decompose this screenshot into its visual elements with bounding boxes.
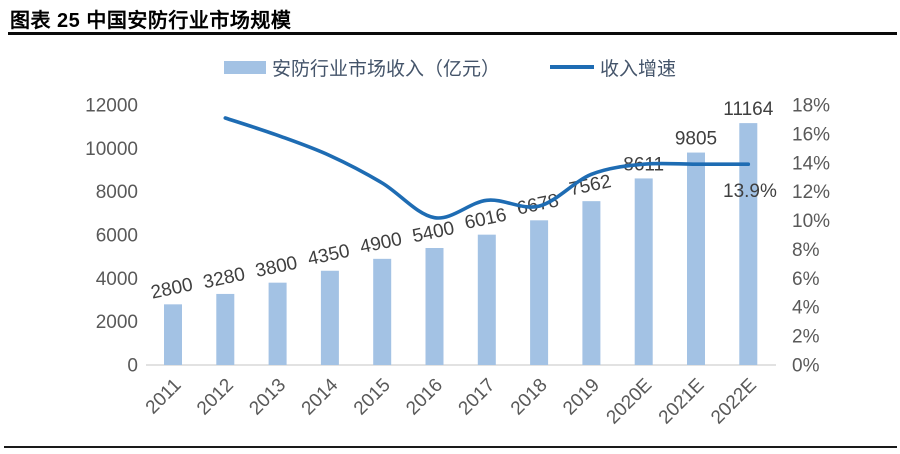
left-axis-tick-label: 2000 <box>96 312 138 333</box>
right-axis-tick-label: 4% <box>792 298 820 319</box>
bar-2014 <box>320 270 339 365</box>
figure-title: 图表 25 中国安防行业市场规模 <box>10 10 292 32</box>
x-axis-label: 2016 <box>402 375 447 420</box>
x-axis-label: 2015 <box>350 375 395 420</box>
bar-value-label: 4350 <box>306 241 352 270</box>
right-axis-tick-label: 12% <box>792 182 830 203</box>
bar-2016 <box>425 248 444 365</box>
right-axis-tick-label: 18% <box>792 96 830 117</box>
bar-2013 <box>268 282 287 365</box>
bar-value-label: 6016 <box>463 205 509 234</box>
legend-label-revenue: 安防行业市场收入（亿元） <box>271 58 500 80</box>
bar-2020E <box>634 178 653 365</box>
title-rule <box>8 32 897 35</box>
x-axis-label: 2022E <box>707 375 761 429</box>
right-axis-tick-label: 0% <box>792 356 820 377</box>
line-series-swatch <box>550 65 594 69</box>
bar-2018 <box>530 220 549 365</box>
left-axis-tick-label: 10000 <box>85 139 138 160</box>
left-axis-tick-label: 0 <box>127 356 138 377</box>
x-axis-label: 2021E <box>655 375 709 429</box>
x-axis-label: 2013 <box>245 375 290 420</box>
left-axis-tick-label: 8000 <box>96 182 138 203</box>
bar-2017 <box>477 234 496 365</box>
bar-value-label: 3800 <box>254 253 300 282</box>
left-axis-tick-label: 6000 <box>96 226 138 247</box>
bar-value-label: 4900 <box>358 229 404 258</box>
bar-value-label: 9805 <box>675 129 717 150</box>
growth-annotation: 13.9% <box>723 181 777 202</box>
bottom-rule <box>4 446 897 448</box>
bar-2019 <box>582 201 601 365</box>
chart-legend: 安防行业市场收入（亿元） 收入增速 <box>0 54 900 80</box>
bar-value-label: 3280 <box>201 264 247 293</box>
left-axis-tick-label: 4000 <box>96 269 138 290</box>
right-axis-tick-label: 16% <box>792 124 830 145</box>
left-axis-tick-label: 12000 <box>85 96 138 117</box>
right-axis-tick-label: 10% <box>792 211 830 232</box>
x-axis-label: 2011 <box>142 375 186 419</box>
bar-value-label: 5400 <box>410 218 456 247</box>
bar-2011 <box>164 304 182 365</box>
bar-2022E <box>739 123 758 365</box>
x-axis-label: 2012 <box>193 375 238 420</box>
bar-2021E <box>687 152 705 365</box>
x-axis-label: 2020E <box>603 375 657 429</box>
x-axis-label: 2017 <box>455 375 500 420</box>
growth-rate-line <box>223 116 751 220</box>
x-axis-label: 2014 <box>298 374 343 419</box>
right-axis-tick-label: 8% <box>792 240 820 261</box>
x-axis-label: 2019 <box>559 375 604 420</box>
legend-item-growth: 收入增速 <box>550 54 676 81</box>
right-axis-tick-label: 6% <box>792 269 820 290</box>
bar-2012 <box>216 293 235 365</box>
right-axis-tick-label: 2% <box>792 327 820 348</box>
bar-2015 <box>373 258 392 365</box>
legend-label-growth: 收入增速 <box>600 58 677 80</box>
x-axis-label: 2018 <box>507 375 552 420</box>
bar-series-swatch <box>223 60 266 74</box>
legend-item-revenue: 安防行业市场收入（亿元） <box>223 54 500 81</box>
bar-value-label: 11164 <box>723 99 773 120</box>
bar-value-label: 2800 <box>149 274 195 303</box>
right-axis-tick-label: 14% <box>792 153 830 174</box>
